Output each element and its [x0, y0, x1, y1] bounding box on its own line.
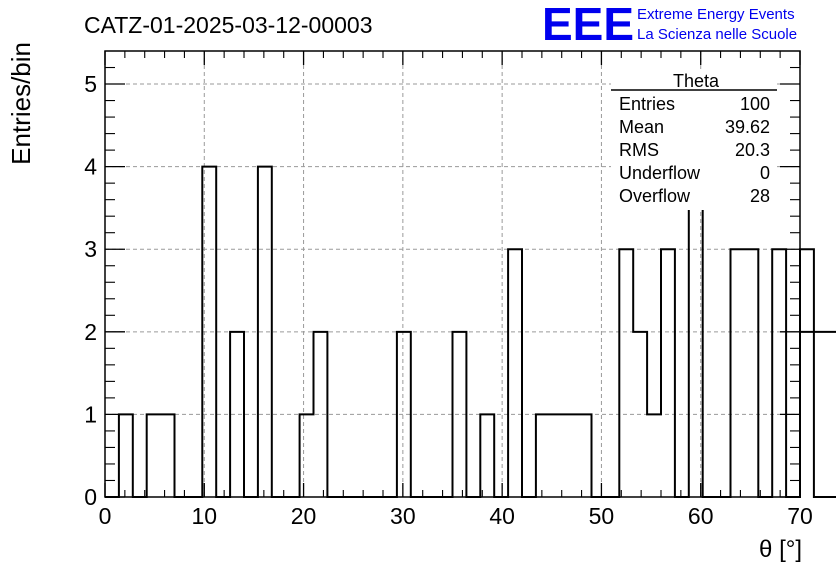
stats-row-label: Overflow — [619, 186, 691, 206]
y-axis-label: Entries/bin — [6, 42, 36, 165]
eee-logo: EEE Extreme Energy Events La Scienza nel… — [542, 0, 797, 50]
stats-row-label: RMS — [619, 140, 659, 160]
stats-row-label: Entries — [619, 94, 675, 114]
x-tick-label: 60 — [688, 503, 714, 529]
x-axis-label: θ [°] — [759, 536, 802, 563]
logo-line-1: Extreme Energy Events — [637, 6, 795, 23]
y-tick-label: 2 — [84, 319, 97, 345]
stats-row-value: 28 — [750, 186, 770, 206]
x-tick-label: 10 — [191, 503, 217, 529]
stats-box-title: Theta — [673, 71, 720, 91]
eee-logo-mark: EEE — [542, 0, 634, 50]
axis-ticks — [104, 51, 801, 498]
grid — [105, 51, 800, 497]
x-tick-label: 20 — [291, 503, 317, 529]
y-tick-label: 5 — [84, 71, 97, 97]
stats-row-value: 100 — [740, 94, 770, 114]
x-tick-label: 0 — [99, 503, 112, 529]
stats-row-label: Mean — [619, 117, 664, 137]
x-tick-label: 30 — [390, 503, 416, 529]
y-tick-label: 4 — [84, 154, 97, 180]
x-tick-label: 50 — [589, 503, 615, 529]
stats-box: Theta Entries 100 Mean 39.62 RMS 20.3 Underflow… — [611, 70, 777, 210]
stats-row-value: 20.3 — [735, 140, 770, 160]
stats-row-value: 0 — [760, 163, 770, 183]
y-tick-label: 1 — [84, 401, 97, 427]
y-tick-label: 3 — [84, 236, 97, 262]
stats-box-background — [611, 70, 777, 210]
logo-line-2: La Scienza nelle Scuole — [637, 26, 797, 43]
tick-labels: 0 10 20 30 40 50 60 70 0 1 2 3 4 5 — [84, 71, 813, 529]
x-tick-label: 40 — [489, 503, 515, 529]
x-tick-label: 70 — [787, 503, 813, 529]
stats-row-label: Underflow — [619, 163, 701, 183]
y-tick-label: 0 — [84, 484, 97, 510]
stats-row-value: 39.62 — [725, 117, 770, 137]
chart-title: CATZ-01-2025-03-12-00003 — [84, 12, 373, 38]
plot-frame — [104, 50, 801, 498]
